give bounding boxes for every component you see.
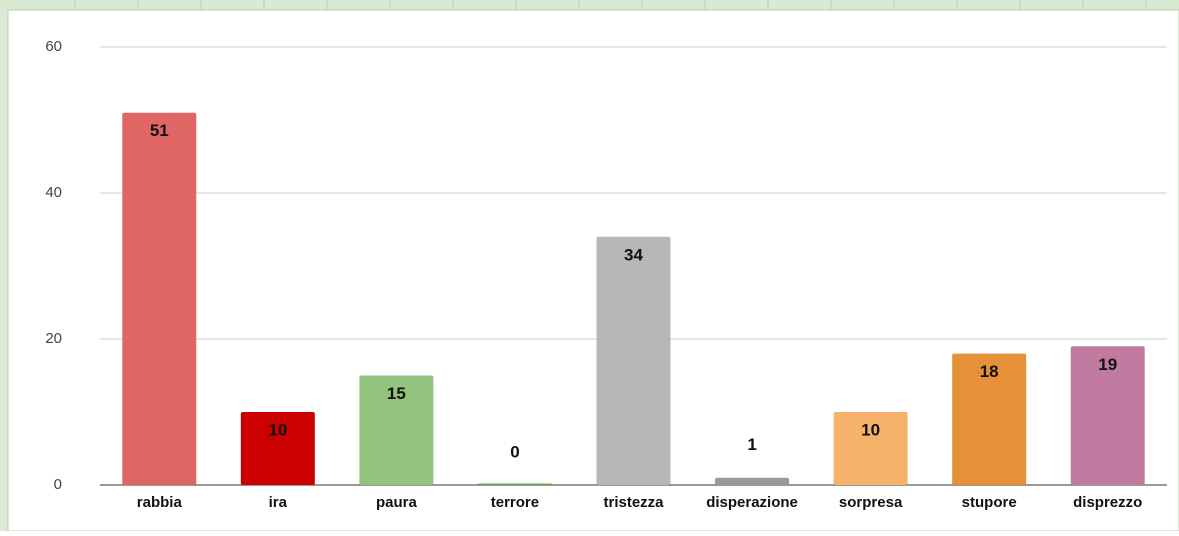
bar	[122, 112, 197, 485]
data-label: 19	[1098, 355, 1117, 374]
bar	[715, 477, 790, 485]
bar	[952, 353, 1027, 485]
x-tick-label: stupore	[962, 494, 1017, 511]
x-tick-label: disprezzo	[1073, 494, 1142, 511]
x-tick-label: terrore	[491, 494, 539, 511]
bar	[359, 375, 434, 485]
x-tick-label: rabbia	[137, 494, 183, 511]
data-label: 1	[747, 435, 756, 454]
y-tick-label: 60	[45, 38, 62, 55]
data-label: 15	[387, 384, 406, 403]
data-label: 10	[861, 420, 880, 439]
data-label: 0	[510, 442, 519, 461]
sheet-cell-lines	[74, 0, 1147, 10]
bar	[1070, 346, 1145, 485]
y-tick-label: 0	[54, 476, 62, 493]
y-tick-label: 20	[45, 330, 62, 347]
bar	[477, 483, 552, 485]
y-tick-label: 40	[45, 184, 62, 201]
x-tick-label: tristezza	[603, 494, 664, 511]
x-tick-label: sorpresa	[839, 494, 903, 511]
data-label: 18	[980, 362, 999, 381]
data-label: 10	[268, 420, 287, 439]
x-tick-label: paura	[376, 494, 418, 511]
x-tick-label: ira	[269, 494, 288, 511]
data-label: 34	[624, 245, 643, 264]
x-tick-label: disperazione	[706, 494, 798, 511]
bar	[833, 412, 908, 485]
bar	[240, 412, 315, 485]
bar	[596, 236, 671, 485]
data-label: 51	[150, 121, 169, 140]
